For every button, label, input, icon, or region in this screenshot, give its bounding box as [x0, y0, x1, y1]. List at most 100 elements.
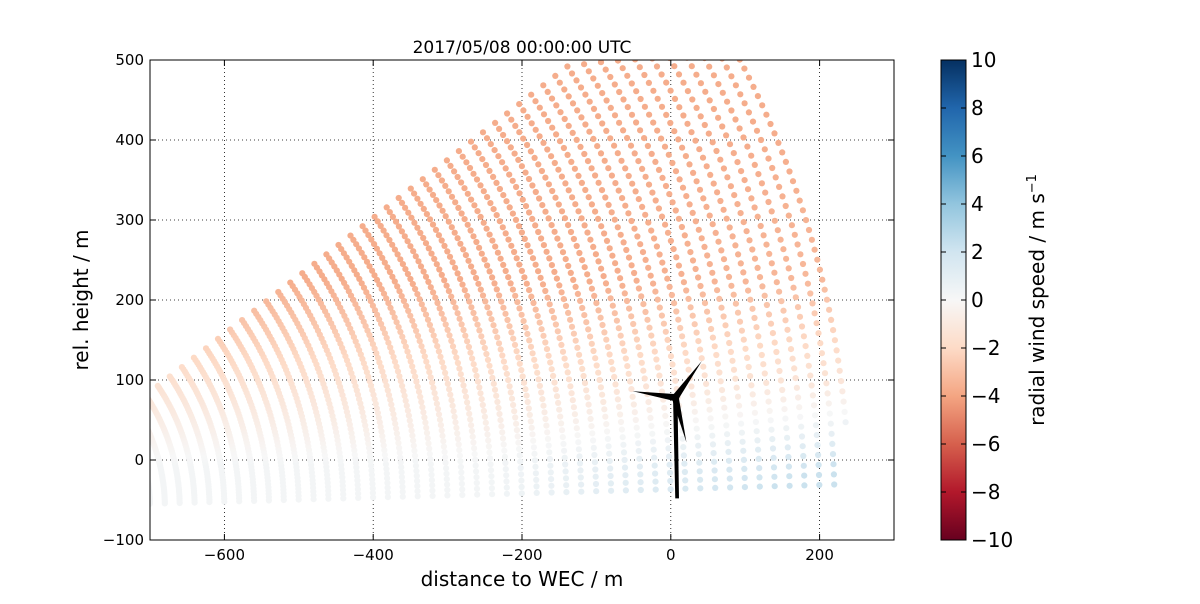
scan-point	[423, 211, 430, 218]
scan-point	[375, 414, 382, 421]
scan-point	[507, 280, 514, 287]
scan-point	[514, 299, 521, 306]
scan-point	[753, 324, 760, 331]
scan-point	[377, 423, 384, 430]
scan-point	[583, 387, 590, 394]
scan-point	[489, 274, 496, 281]
scan-point	[478, 396, 485, 403]
scan-point	[723, 265, 730, 272]
colorbar-tick-label: 6	[971, 144, 984, 168]
scan-point	[740, 134, 747, 141]
scan-point	[468, 427, 475, 435]
scan-point	[584, 394, 591, 401]
scan-point	[547, 469, 554, 476]
scan-point	[611, 81, 618, 88]
scan-point	[754, 437, 761, 444]
scan-point	[579, 365, 586, 372]
scan-point	[420, 205, 427, 212]
scan-point	[434, 299, 441, 307]
scan-point	[789, 355, 796, 362]
scan-point	[755, 333, 762, 340]
scan-point	[385, 339, 392, 346]
scan-point	[526, 337, 533, 344]
scan-point	[479, 339, 487, 346]
scan-point	[709, 221, 716, 228]
scan-point	[214, 335, 222, 342]
scan-point	[532, 463, 539, 470]
scan-point	[744, 186, 752, 193]
scan-point	[401, 338, 408, 345]
scan-point	[488, 316, 495, 323]
scan-point	[513, 420, 520, 427]
scan-point	[733, 384, 740, 391]
scan-point	[426, 445, 433, 452]
scan-point	[615, 187, 622, 194]
scan-point	[608, 172, 616, 179]
scan-point	[499, 435, 507, 442]
scan-point	[776, 288, 783, 295]
scan-point	[753, 428, 760, 435]
scan-point	[816, 266, 824, 273]
scan-point	[701, 243, 708, 250]
scan-point	[828, 430, 835, 437]
scan-point	[647, 272, 654, 279]
scan-point	[841, 408, 848, 415]
scan-point	[750, 400, 757, 407]
scan-point	[419, 176, 426, 183]
scan-point	[669, 199, 676, 206]
scan-point	[831, 481, 838, 488]
scan-point	[785, 265, 792, 272]
scan-point	[418, 398, 425, 406]
scan-point	[587, 415, 594, 422]
scan-point	[524, 242, 531, 249]
scan-point	[532, 261, 539, 268]
scan-point	[418, 301, 425, 308]
scan-point	[386, 236, 393, 244]
scan-point	[574, 432, 581, 439]
scan-point	[723, 132, 730, 139]
scan-point	[551, 379, 558, 386]
scan-point	[721, 404, 728, 411]
scan-point	[730, 291, 737, 298]
scan-point	[578, 215, 585, 222]
scan-point	[427, 456, 434, 463]
scan-point	[622, 472, 629, 479]
scan-point	[503, 478, 510, 485]
scan-point	[420, 306, 427, 313]
scan-point	[593, 362, 600, 369]
scan-point	[718, 304, 725, 311]
scan-point	[664, 429, 671, 436]
scan-point	[663, 420, 670, 428]
scan-point	[500, 131, 507, 139]
scan-point	[800, 333, 808, 340]
scan-point	[675, 71, 683, 78]
scan-point	[691, 408, 698, 415]
scan-point	[697, 80, 705, 87]
scan-point	[680, 444, 687, 451]
scan-point	[665, 151, 672, 158]
scan-point	[560, 144, 568, 152]
scan-point	[616, 88, 623, 96]
scan-point	[398, 469, 405, 476]
scan-point	[701, 372, 708, 379]
scan-point	[472, 456, 479, 463]
scan-point	[631, 269, 638, 277]
scan-point	[529, 431, 536, 438]
scan-point	[528, 424, 535, 431]
scan-point	[376, 281, 383, 288]
scan-point	[658, 71, 665, 78]
scan-point	[570, 235, 578, 243]
scan-point	[742, 278, 749, 285]
scan-point	[413, 467, 420, 474]
scan-point	[393, 319, 400, 326]
scan-point	[731, 192, 738, 199]
scan-point	[784, 326, 791, 333]
scan-point	[387, 344, 394, 351]
scan-point	[407, 185, 414, 192]
scan-point	[753, 127, 761, 134]
scan-point	[466, 164, 474, 172]
scan-point	[801, 482, 808, 489]
scan-point	[652, 158, 659, 165]
scan-point	[788, 222, 796, 229]
scan-point	[444, 380, 451, 387]
